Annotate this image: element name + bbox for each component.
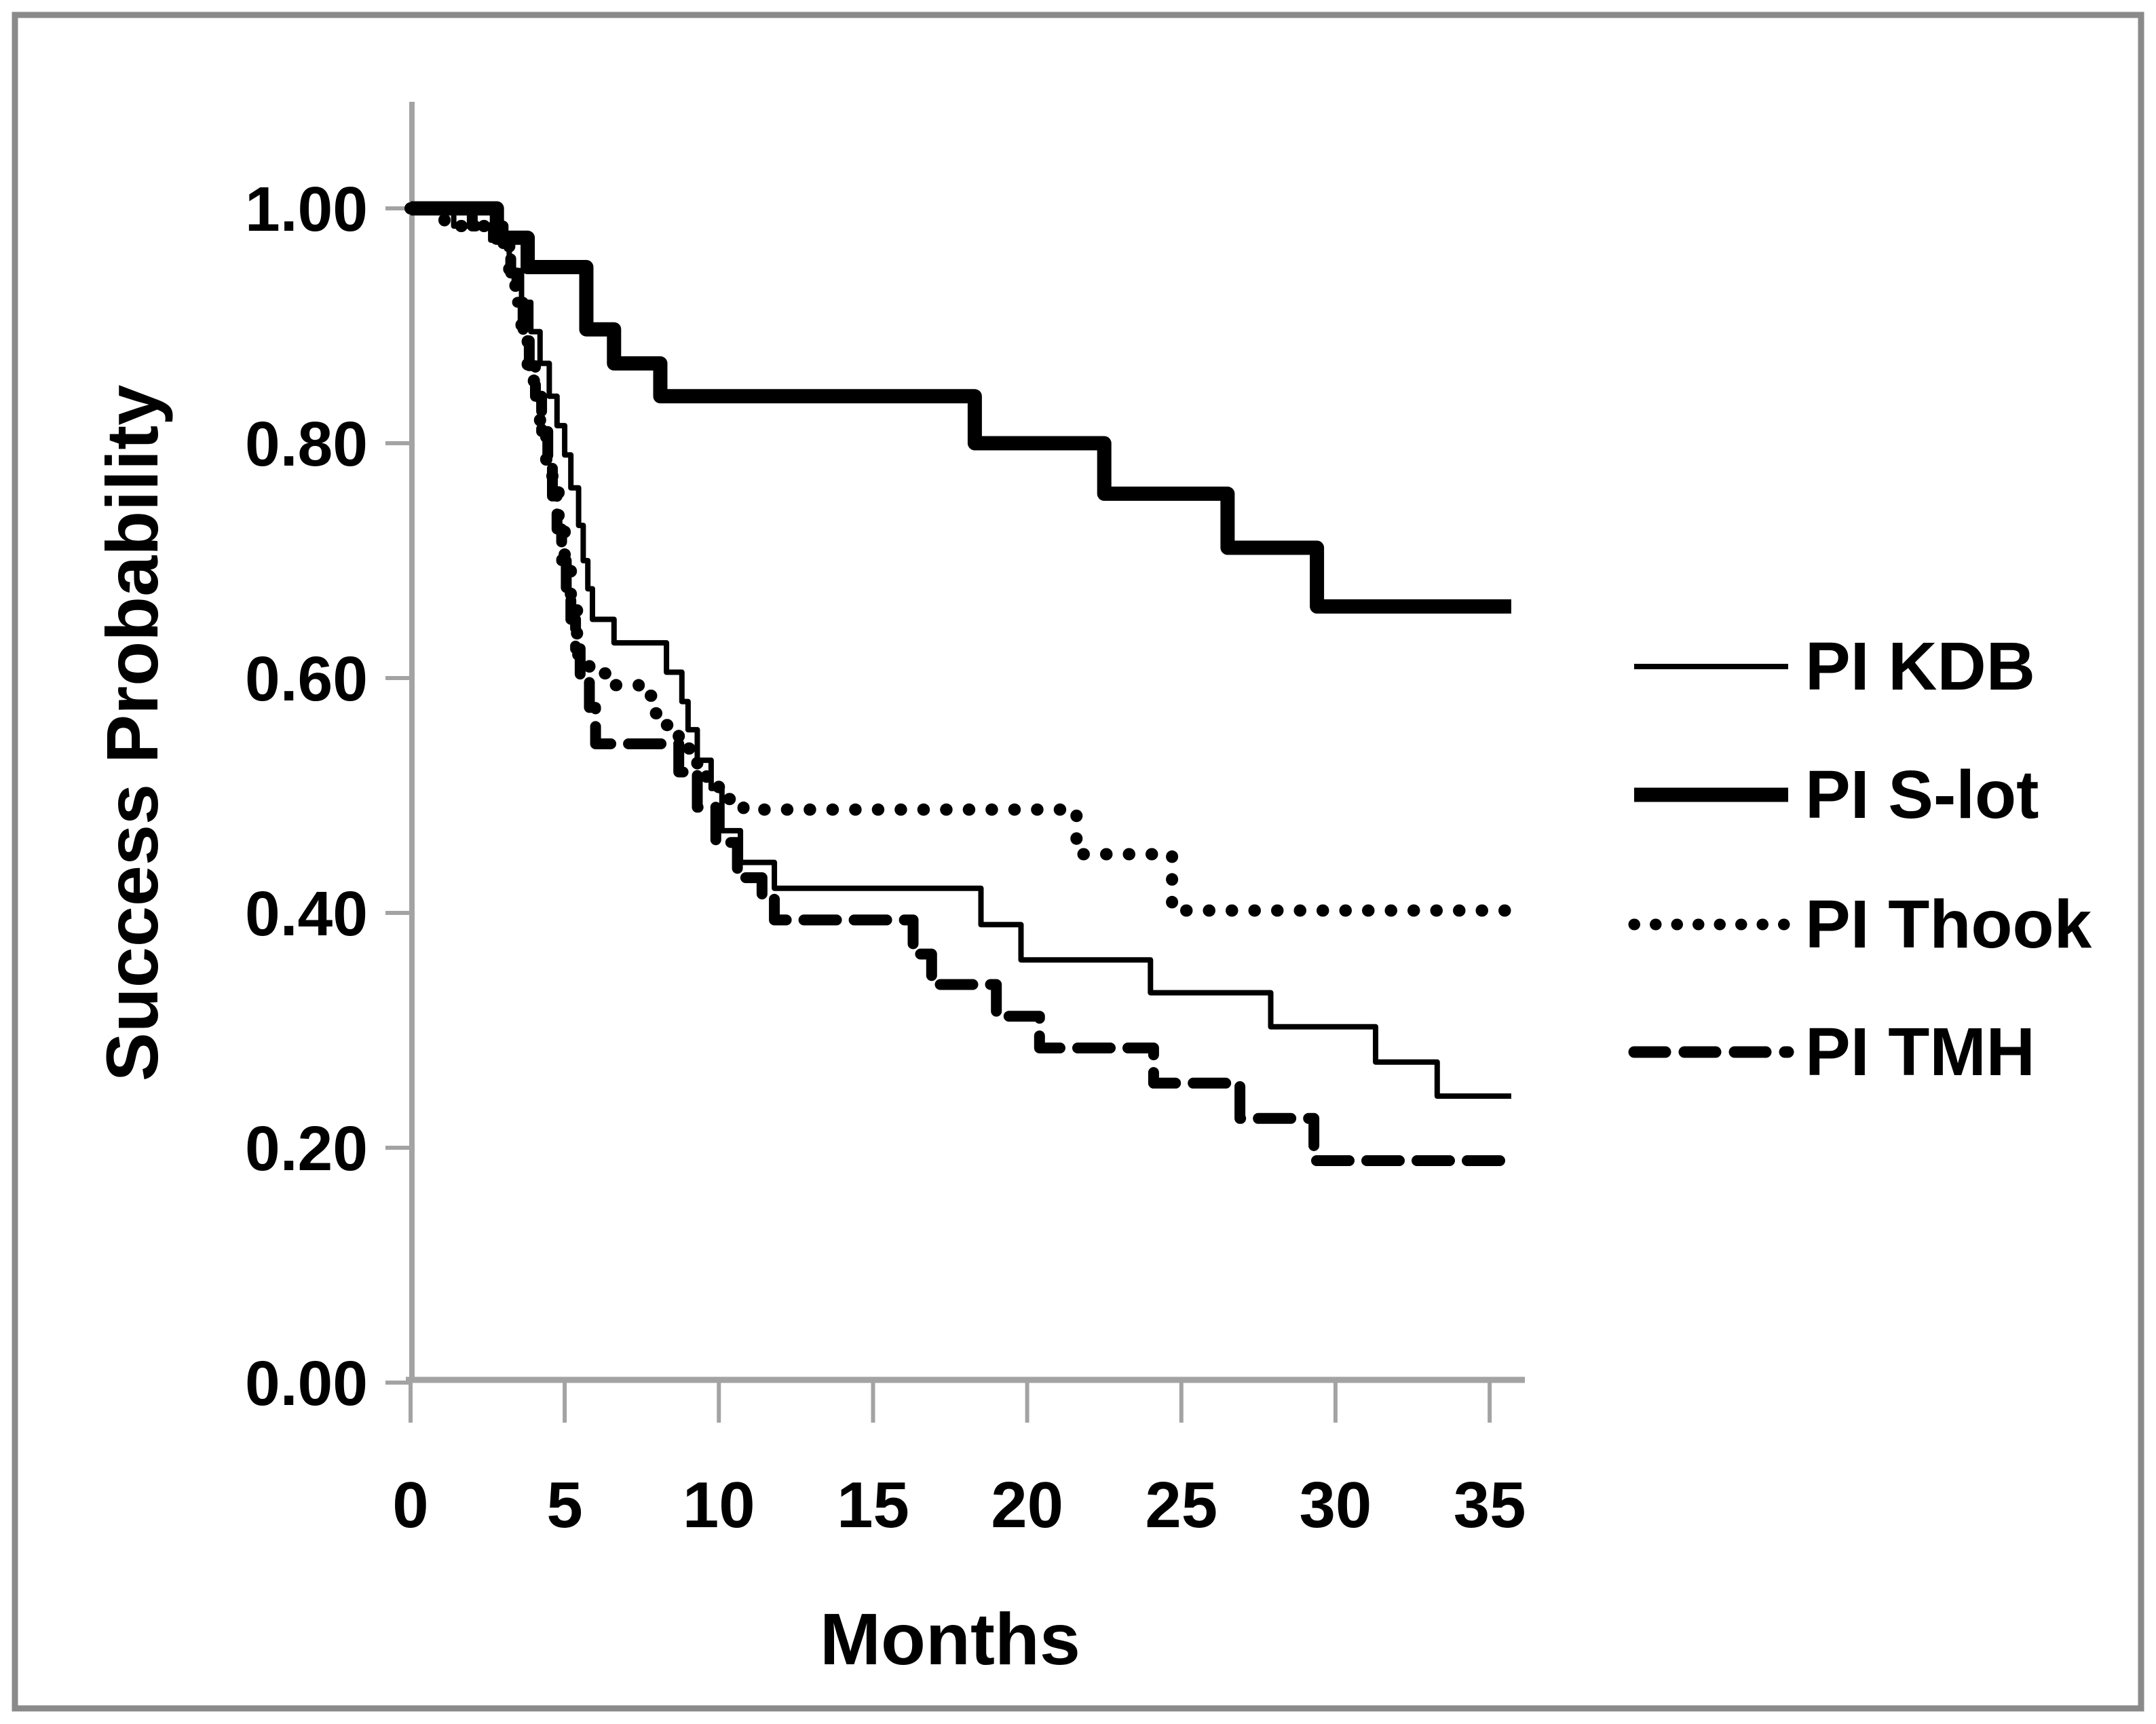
series-path-pi-kdb: [411, 206, 1511, 1099]
y-tick-label: 0.60: [245, 643, 368, 714]
x-tick-label: 30: [1300, 1469, 1372, 1541]
series-path-pi-thook: [404, 202, 1517, 917]
x-tick-label: 20: [991, 1469, 1063, 1541]
x-tick-label: 35: [1454, 1469, 1526, 1541]
x-axis-title: Months: [820, 1598, 1080, 1680]
x-tick-label: 25: [1145, 1469, 1217, 1541]
legend-label: PI Thook: [1805, 886, 2092, 962]
legend-label: PI TMH: [1805, 1014, 2035, 1090]
figure-border: [12, 12, 2144, 1712]
x-tick-label: 0: [392, 1469, 428, 1541]
axes-layer: [385, 102, 1525, 1423]
legend-label: PI KDB: [1805, 629, 2035, 705]
y-tick-label: 0.20: [245, 1113, 368, 1184]
series-path-pi-s-lot: [411, 201, 1511, 614]
y-tick-label: 0.80: [245, 409, 368, 479]
x-tick-label: 10: [683, 1469, 755, 1541]
legend-label: PI S-lot: [1805, 757, 2039, 833]
legend-item-pi-s-lot: PI S-lot: [1634, 757, 2039, 833]
series-layer: [404, 201, 1517, 1166]
y-axis-title: Success Probability: [91, 385, 173, 1081]
legend-item-pi-tmh: PI TMH: [1628, 1014, 2035, 1090]
tick-label-layer: 0.00 0.20 0.40 0.60 0.80 1.00 0 5 10 15 20 25 30 35: [245, 174, 1526, 1541]
series-path-pi-tmh: [405, 203, 1517, 1166]
x-tick-label: 15: [837, 1469, 909, 1541]
y-tick-label: 1.00: [245, 174, 368, 244]
legend: PI KDB PI S-lot PI Thook PI TMH: [1628, 629, 2092, 1090]
y-tick-label: 0.40: [245, 878, 368, 949]
x-tick-label: 5: [546, 1469, 582, 1541]
y-tick-label: 0.00: [245, 1348, 368, 1419]
legend-item-pi-thook: PI Thook: [1628, 886, 2092, 962]
legend-item-pi-kdb: PI KDB: [1634, 629, 2035, 705]
